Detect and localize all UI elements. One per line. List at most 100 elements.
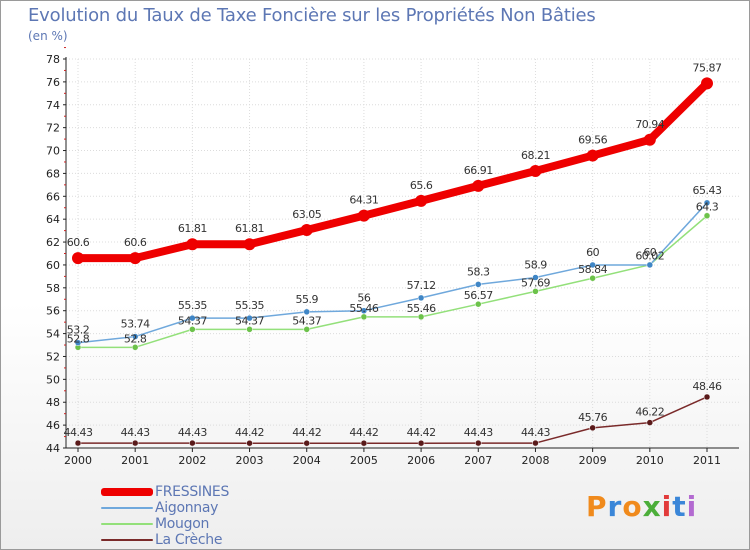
- data-point-fressines: [472, 179, 485, 192]
- data-point-aigonnay: [246, 314, 253, 322]
- data-label-fressines: 69.56: [578, 134, 607, 147]
- data-label-mougon: 60.02: [635, 250, 664, 263]
- y-tick-label: 52: [46, 350, 60, 363]
- data-point-la-creche: [475, 439, 482, 447]
- data-label-aigonnay: 58.9: [524, 259, 547, 272]
- data-label-mougon: 52.8: [124, 332, 147, 345]
- y-tick-label: 62: [46, 236, 60, 249]
- unit-label: (en %): [28, 29, 68, 43]
- x-tick-label: 2005: [350, 454, 378, 467]
- data-point-fressines: [586, 149, 599, 162]
- data-point-mougon: [303, 326, 310, 333]
- data-point-fressines: [357, 209, 370, 222]
- data-point-la-creche: [74, 439, 82, 447]
- y-tick-label: 44: [46, 442, 60, 455]
- data-point-fressines: [701, 77, 713, 90]
- data-label-aigonnay: 53.2: [67, 324, 90, 337]
- x-tick-label: 2004: [293, 454, 321, 467]
- y-tick-label: 54: [46, 328, 60, 341]
- data-point-mougon: [589, 274, 596, 282]
- data-label-la-creche: 44.43: [121, 426, 150, 439]
- data-point-fressines: [129, 252, 142, 265]
- x-tick-label: 2003: [236, 454, 264, 467]
- y-tick-label: 76: [46, 76, 60, 89]
- data-label-la-creche: 44.43: [521, 426, 550, 439]
- x-tick-label: 2009: [579, 454, 607, 467]
- data-point-la-creche: [303, 439, 310, 447]
- data-point-fressines: [72, 252, 84, 265]
- legend-swatch-mougon: [101, 523, 153, 525]
- data-label-fressines: 63.05: [292, 208, 321, 221]
- y-tick-label: 74: [46, 99, 60, 112]
- data-label-aigonnay: 60: [586, 246, 599, 259]
- data-label-mougon: 54.37: [235, 314, 264, 327]
- y-tick-label: 56: [46, 305, 60, 318]
- data-point-aigonnay: [646, 261, 654, 269]
- data-label-la-creche: 45.76: [578, 411, 607, 424]
- data-label-fressines: 70.94: [635, 118, 664, 131]
- y-tick-label: 72: [46, 122, 60, 135]
- data-point-la-creche: [189, 439, 196, 447]
- legend-swatch-la-creche: [101, 539, 153, 541]
- x-tick-label: 2011: [693, 454, 721, 467]
- data-point-mougon: [246, 326, 253, 333]
- data-label-fressines: 61.81: [235, 222, 264, 235]
- data-label-mougon: 55.46: [349, 302, 378, 315]
- data-label-la-creche: 44.42: [235, 426, 264, 439]
- data-point-aigonnay: [131, 333, 139, 340]
- data-label-mougon: 57.69: [521, 276, 550, 289]
- data-label-aigonnay: 53.74: [121, 318, 150, 331]
- data-label-la-creche: 44.42: [292, 426, 321, 439]
- data-point-aigonnay: [303, 308, 310, 316]
- data-label-mougon: 52.8: [67, 332, 90, 345]
- data-label-la-creche: 44.42: [407, 426, 436, 439]
- x-tick-label: 2007: [464, 454, 492, 467]
- data-point-la-creche: [703, 393, 711, 401]
- y-tick-label: 66: [46, 190, 60, 203]
- data-label-la-creche: 44.43: [178, 426, 207, 439]
- data-label-aigonnay: 57.12: [407, 279, 436, 292]
- data-point-fressines: [243, 238, 256, 251]
- y-tick-label: 70: [46, 145, 60, 158]
- logo-letter: t: [672, 490, 687, 523]
- data-label-mougon: 56.57: [464, 289, 493, 302]
- data-label-aigonnay: 55.35: [178, 299, 207, 312]
- data-label-aigonnay: 55.9: [295, 293, 318, 306]
- data-label-fressines: 75.87: [693, 61, 722, 74]
- data-point-la-creche: [131, 439, 139, 447]
- x-tick-label: 2006: [407, 454, 435, 467]
- legend-label-fressines: FRESSINES: [155, 484, 230, 500]
- x-tick-label: 2002: [178, 454, 206, 467]
- legend-swatch-fressines: [101, 488, 153, 496]
- legend-label-mougon: Mougon: [155, 516, 210, 532]
- data-label-mougon: 58.84: [578, 263, 607, 276]
- x-tick-label: 2010: [636, 454, 664, 467]
- data-point-fressines: [643, 133, 656, 146]
- y-tick-label: 48: [46, 396, 60, 409]
- data-label-fressines: 68.21: [521, 149, 550, 162]
- x-tick-label: 2008: [521, 454, 549, 467]
- series-line-mougon: [77, 214, 708, 349]
- data-point-aigonnay: [417, 294, 425, 302]
- data-point-la-creche: [589, 424, 596, 432]
- data-point-mougon: [532, 288, 539, 295]
- data-label-fressines: 60.6: [67, 236, 90, 249]
- data-label-fressines: 65.6: [410, 179, 433, 192]
- data-point-aigonnay: [360, 307, 368, 314]
- data-point-la-creche: [646, 419, 654, 426]
- data-label-aigonnay: 56: [357, 292, 370, 305]
- logo-letter: i: [686, 490, 698, 523]
- data-point-aigonnay: [703, 199, 711, 207]
- data-point-mougon: [417, 313, 425, 321]
- data-point-aigonnay: [74, 339, 82, 346]
- data-label-la-creche: 44.43: [464, 426, 493, 439]
- data-point-aigonnay: [475, 281, 482, 288]
- data-point-la-creche: [532, 439, 539, 447]
- data-label-la-creche: 48.46: [693, 380, 722, 393]
- data-label-aigonnay: 65.43: [693, 184, 722, 197]
- data-label-aigonnay: 60: [643, 246, 656, 259]
- data-point-mougon: [475, 300, 482, 308]
- y-tick-label: 64: [46, 213, 60, 226]
